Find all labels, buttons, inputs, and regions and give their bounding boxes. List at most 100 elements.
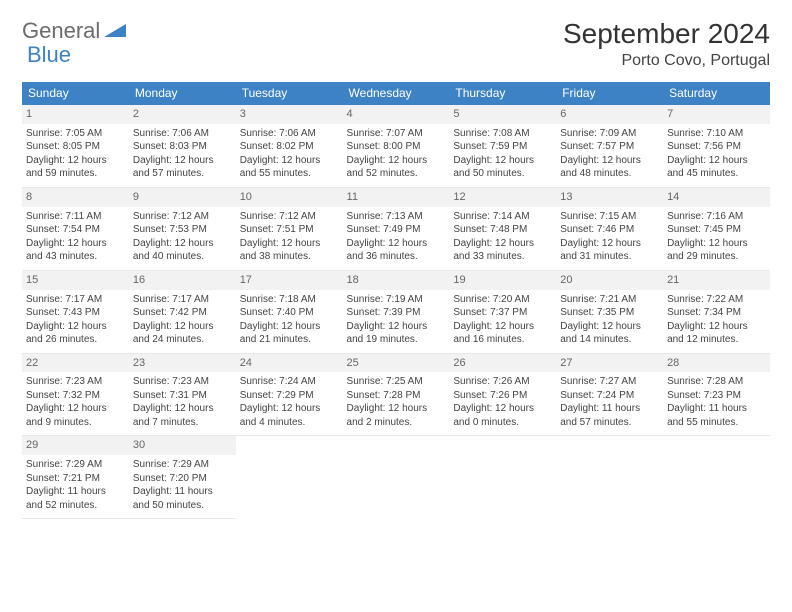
day-number: 28 xyxy=(663,354,770,373)
title-block: September 2024 Porto Covo, Portugal xyxy=(563,18,770,70)
sunset-line: Sunset: 7:59 PM xyxy=(453,140,552,154)
day-number: 26 xyxy=(449,354,556,373)
calendar-cell: 6Sunrise: 7:09 AMSunset: 7:57 PMDaylight… xyxy=(556,105,663,188)
calendar-body: 1Sunrise: 7:05 AMSunset: 8:05 PMDaylight… xyxy=(22,105,770,519)
sunset-line: Sunset: 7:54 PM xyxy=(26,223,125,237)
sunset-line: Sunset: 7:56 PM xyxy=(667,140,766,154)
sunrise-line: Sunrise: 7:17 AM xyxy=(26,293,125,307)
col-wed: Wednesday xyxy=(343,82,450,105)
calendar-cell: 19Sunrise: 7:20 AMSunset: 7:37 PMDayligh… xyxy=(449,270,556,353)
sunrise-line: Sunrise: 7:06 AM xyxy=(133,127,232,141)
sunrise-line: Sunrise: 7:18 AM xyxy=(240,293,339,307)
sunrise-line: Sunrise: 7:29 AM xyxy=(26,458,125,472)
daylight-line: Daylight: 11 hours and 52 minutes. xyxy=(26,485,125,512)
daylight-line: Daylight: 12 hours and 31 minutes. xyxy=(560,237,659,264)
sunrise-line: Sunrise: 7:17 AM xyxy=(133,293,232,307)
calendar-cell: 27Sunrise: 7:27 AMSunset: 7:24 PMDayligh… xyxy=(556,353,663,436)
calendar-cell: 13Sunrise: 7:15 AMSunset: 7:46 PMDayligh… xyxy=(556,187,663,270)
daylight-line: Daylight: 12 hours and 24 minutes. xyxy=(133,320,232,347)
calendar-cell xyxy=(449,436,556,519)
col-tue: Tuesday xyxy=(236,82,343,105)
daylight-line: Daylight: 12 hours and 14 minutes. xyxy=(560,320,659,347)
sunset-line: Sunset: 7:29 PM xyxy=(240,389,339,403)
day-number: 21 xyxy=(663,271,770,290)
sunset-line: Sunset: 8:00 PM xyxy=(347,140,446,154)
day-number: 22 xyxy=(22,354,129,373)
sunset-line: Sunset: 7:53 PM xyxy=(133,223,232,237)
sunset-line: Sunset: 7:51 PM xyxy=(240,223,339,237)
calendar-header-row: Sunday Monday Tuesday Wednesday Thursday… xyxy=(22,82,770,105)
calendar-cell: 18Sunrise: 7:19 AMSunset: 7:39 PMDayligh… xyxy=(343,270,450,353)
day-number: 2 xyxy=(129,105,236,124)
sunrise-line: Sunrise: 7:22 AM xyxy=(667,293,766,307)
daylight-line: Daylight: 12 hours and 2 minutes. xyxy=(347,402,446,429)
calendar-cell: 17Sunrise: 7:18 AMSunset: 7:40 PMDayligh… xyxy=(236,270,343,353)
daylight-line: Daylight: 12 hours and 38 minutes. xyxy=(240,237,339,264)
col-mon: Monday xyxy=(129,82,236,105)
sunset-line: Sunset: 7:43 PM xyxy=(26,306,125,320)
daylight-line: Daylight: 12 hours and 59 minutes. xyxy=(26,154,125,181)
day-number: 9 xyxy=(129,188,236,207)
calendar-cell: 22Sunrise: 7:23 AMSunset: 7:32 PMDayligh… xyxy=(22,353,129,436)
calendar-cell xyxy=(236,436,343,519)
sunrise-line: Sunrise: 7:16 AM xyxy=(667,210,766,224)
calendar-cell: 1Sunrise: 7:05 AMSunset: 8:05 PMDaylight… xyxy=(22,105,129,188)
sunrise-line: Sunrise: 7:12 AM xyxy=(133,210,232,224)
calendar-cell: 10Sunrise: 7:12 AMSunset: 7:51 PMDayligh… xyxy=(236,187,343,270)
daylight-line: Daylight: 12 hours and 7 minutes. xyxy=(133,402,232,429)
sunset-line: Sunset: 7:21 PM xyxy=(26,472,125,486)
sunset-line: Sunset: 8:02 PM xyxy=(240,140,339,154)
header: General September 2024 Porto Covo, Portu… xyxy=(22,18,770,70)
day-number: 16 xyxy=(129,271,236,290)
calendar-table: Sunday Monday Tuesday Wednesday Thursday… xyxy=(22,82,770,519)
sunset-line: Sunset: 7:46 PM xyxy=(560,223,659,237)
sunset-line: Sunset: 7:32 PM xyxy=(26,389,125,403)
sunrise-line: Sunrise: 7:20 AM xyxy=(453,293,552,307)
day-number: 17 xyxy=(236,271,343,290)
daylight-line: Daylight: 12 hours and 0 minutes. xyxy=(453,402,552,429)
day-number: 29 xyxy=(22,436,129,455)
sunset-line: Sunset: 7:42 PM xyxy=(133,306,232,320)
sunset-line: Sunset: 8:03 PM xyxy=(133,140,232,154)
day-number: 23 xyxy=(129,354,236,373)
calendar-cell: 20Sunrise: 7:21 AMSunset: 7:35 PMDayligh… xyxy=(556,270,663,353)
day-number: 15 xyxy=(22,271,129,290)
day-number: 27 xyxy=(556,354,663,373)
daylight-line: Daylight: 12 hours and 4 minutes. xyxy=(240,402,339,429)
day-number: 19 xyxy=(449,271,556,290)
calendar-cell: 15Sunrise: 7:17 AMSunset: 7:43 PMDayligh… xyxy=(22,270,129,353)
daylight-line: Daylight: 12 hours and 43 minutes. xyxy=(26,237,125,264)
daylight-line: Daylight: 12 hours and 12 minutes. xyxy=(667,320,766,347)
col-sun: Sunday xyxy=(22,82,129,105)
day-number: 11 xyxy=(343,188,450,207)
logo-text-general: General xyxy=(22,18,100,44)
sunrise-line: Sunrise: 7:13 AM xyxy=(347,210,446,224)
day-number: 13 xyxy=(556,188,663,207)
sunset-line: Sunset: 7:49 PM xyxy=(347,223,446,237)
sunrise-line: Sunrise: 7:07 AM xyxy=(347,127,446,141)
calendar-cell: 2Sunrise: 7:06 AMSunset: 8:03 PMDaylight… xyxy=(129,105,236,188)
sunrise-line: Sunrise: 7:29 AM xyxy=(133,458,232,472)
sunrise-line: Sunrise: 7:19 AM xyxy=(347,293,446,307)
sunset-line: Sunset: 7:37 PM xyxy=(453,306,552,320)
sunset-line: Sunset: 7:35 PM xyxy=(560,306,659,320)
calendar-row: 29Sunrise: 7:29 AMSunset: 7:21 PMDayligh… xyxy=(22,436,770,519)
sunset-line: Sunset: 7:23 PM xyxy=(667,389,766,403)
sunrise-line: Sunrise: 7:12 AM xyxy=(240,210,339,224)
daylight-line: Daylight: 11 hours and 57 minutes. xyxy=(560,402,659,429)
sunrise-line: Sunrise: 7:09 AM xyxy=(560,127,659,141)
sunset-line: Sunset: 7:28 PM xyxy=(347,389,446,403)
calendar-row: 8Sunrise: 7:11 AMSunset: 7:54 PMDaylight… xyxy=(22,187,770,270)
sunrise-line: Sunrise: 7:25 AM xyxy=(347,375,446,389)
sunset-line: Sunset: 7:39 PM xyxy=(347,306,446,320)
daylight-line: Daylight: 12 hours and 52 minutes. xyxy=(347,154,446,181)
sunrise-line: Sunrise: 7:14 AM xyxy=(453,210,552,224)
day-number: 3 xyxy=(236,105,343,124)
calendar-cell: 12Sunrise: 7:14 AMSunset: 7:48 PMDayligh… xyxy=(449,187,556,270)
sunrise-line: Sunrise: 7:10 AM xyxy=(667,127,766,141)
daylight-line: Daylight: 12 hours and 50 minutes. xyxy=(453,154,552,181)
calendar-cell: 14Sunrise: 7:16 AMSunset: 7:45 PMDayligh… xyxy=(663,187,770,270)
day-number: 18 xyxy=(343,271,450,290)
sunset-line: Sunset: 7:34 PM xyxy=(667,306,766,320)
calendar-cell: 8Sunrise: 7:11 AMSunset: 7:54 PMDaylight… xyxy=(22,187,129,270)
